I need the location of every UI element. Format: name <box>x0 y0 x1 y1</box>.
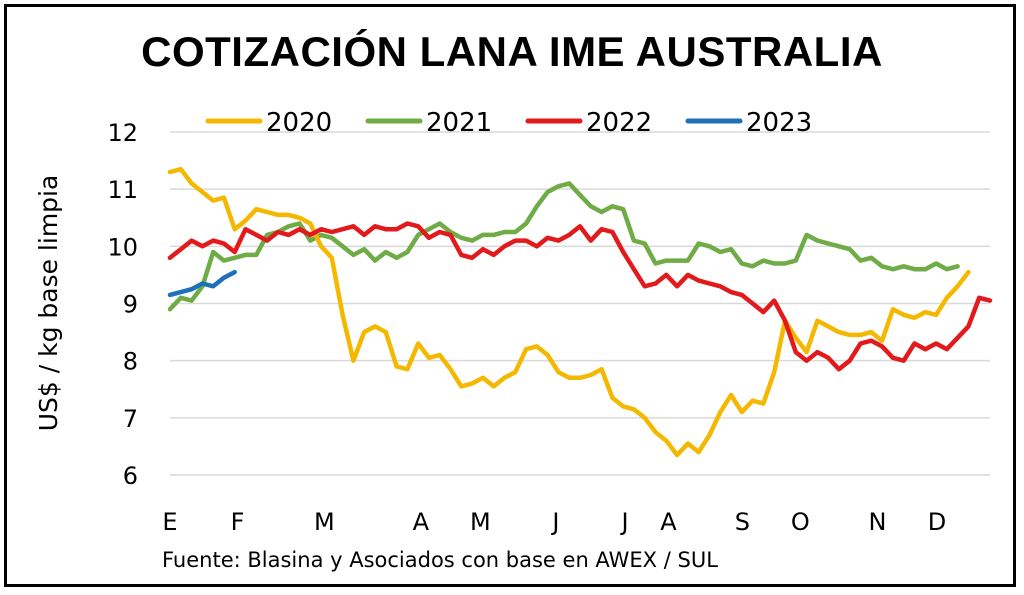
y-tick-label: 10 <box>107 233 138 261</box>
x-tick-label: F <box>231 508 245 536</box>
y-axis-label: US$ / kg base limpia <box>34 175 63 432</box>
series-line-2022 <box>167 221 993 372</box>
x-tick-label: J <box>619 508 628 536</box>
series-line-2020 <box>167 166 971 458</box>
chart-title: COTIZACIÓN LANA IME AUSTRALIA <box>141 28 883 75</box>
x-tick-label: J <box>550 508 559 536</box>
y-tick-label: 9 <box>123 291 138 319</box>
x-tick-label: N <box>868 508 886 536</box>
legend-label-2022: 2022 <box>586 108 652 138</box>
y-tick-label: 7 <box>123 405 138 433</box>
legend: 2020 2021 2022 2023 <box>205 108 812 138</box>
legend-label-2023: 2023 <box>746 108 812 138</box>
source-note: Fuente: Blasina y Asociados con base en … <box>162 548 718 572</box>
x-tick-label: A <box>660 508 677 536</box>
x-tick-label: M <box>470 508 491 536</box>
x-tick-label: M <box>314 508 335 536</box>
y-tick-label: 11 <box>107 176 138 204</box>
x-tick-label: O <box>791 508 810 536</box>
x-tick-label: E <box>162 508 177 536</box>
x-tick-label: A <box>413 508 430 536</box>
gridlines <box>170 131 990 476</box>
y-tick-label: 12 <box>107 119 138 147</box>
x-tick-label: S <box>735 508 750 536</box>
series-line-2023 <box>167 269 237 298</box>
x-tick-label: D <box>928 508 946 536</box>
legend-label-2020: 2020 <box>266 108 332 138</box>
series-line-2021 <box>167 181 960 312</box>
legend-label-2021: 2021 <box>426 108 492 138</box>
y-tick-labels: 6 7 8 9 10 11 12 <box>107 119 138 490</box>
y-tick-label: 8 <box>123 348 138 376</box>
series-lines <box>167 166 993 458</box>
y-tick-label: 6 <box>123 462 138 490</box>
